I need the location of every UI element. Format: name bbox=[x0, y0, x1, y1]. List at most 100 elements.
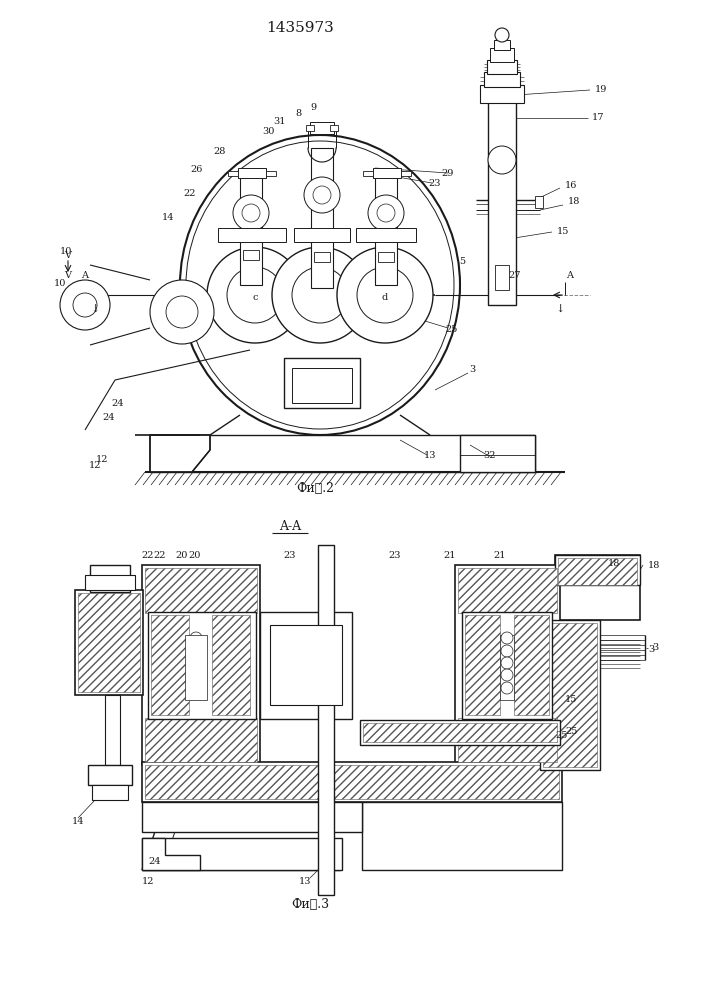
Bar bbox=[555, 555, 640, 585]
Circle shape bbox=[304, 177, 340, 213]
Text: Фи␲.3: Фи␲.3 bbox=[291, 898, 329, 912]
Bar bbox=[260, 612, 352, 719]
Bar bbox=[90, 565, 130, 592]
Bar bbox=[458, 568, 557, 613]
Text: 18: 18 bbox=[648, 560, 660, 570]
Text: 30: 30 bbox=[262, 127, 274, 136]
Bar bbox=[185, 635, 207, 700]
Bar bbox=[458, 718, 557, 762]
Text: 29: 29 bbox=[442, 168, 454, 178]
Text: 24: 24 bbox=[112, 398, 124, 408]
Bar bbox=[318, 545, 334, 895]
Bar bbox=[70, 545, 645, 890]
Bar bbox=[145, 765, 559, 799]
Circle shape bbox=[501, 632, 513, 644]
Text: 8: 8 bbox=[295, 109, 301, 118]
Text: 26: 26 bbox=[191, 165, 203, 174]
Text: d: d bbox=[382, 292, 388, 302]
Bar bbox=[85, 575, 135, 590]
Text: 14: 14 bbox=[71, 818, 84, 826]
Text: 3: 3 bbox=[652, 644, 658, 652]
Text: 22: 22 bbox=[153, 550, 166, 560]
Text: 21: 21 bbox=[444, 550, 456, 560]
Bar bbox=[142, 565, 260, 765]
Circle shape bbox=[368, 195, 404, 231]
Text: 13: 13 bbox=[299, 878, 311, 886]
Circle shape bbox=[272, 247, 368, 343]
Text: 23: 23 bbox=[284, 550, 296, 560]
Circle shape bbox=[233, 195, 269, 231]
Bar bbox=[465, 615, 500, 715]
Bar bbox=[148, 612, 256, 719]
Bar bbox=[500, 635, 514, 700]
Bar bbox=[311, 148, 333, 288]
Text: 13: 13 bbox=[423, 450, 436, 460]
Bar bbox=[142, 762, 562, 802]
Bar bbox=[228, 171, 238, 176]
Bar bbox=[495, 265, 509, 290]
Text: 22: 22 bbox=[141, 550, 154, 560]
Bar bbox=[294, 228, 350, 242]
Text: 9: 9 bbox=[310, 103, 316, 111]
Bar bbox=[145, 568, 257, 613]
Text: 10: 10 bbox=[60, 247, 72, 256]
Circle shape bbox=[207, 247, 303, 343]
Circle shape bbox=[501, 669, 513, 681]
Bar bbox=[151, 615, 189, 715]
Text: 19: 19 bbox=[595, 86, 607, 95]
Text: 5: 5 bbox=[459, 257, 465, 266]
Bar bbox=[480, 85, 524, 103]
Bar bbox=[238, 168, 266, 178]
Bar bbox=[362, 802, 562, 870]
Text: V: V bbox=[64, 270, 71, 279]
Bar bbox=[540, 620, 600, 770]
Text: 25: 25 bbox=[555, 730, 568, 740]
Bar bbox=[555, 555, 640, 620]
Text: 12: 12 bbox=[141, 878, 154, 886]
Text: 24: 24 bbox=[148, 857, 161, 866]
Text: 31: 31 bbox=[274, 117, 286, 126]
Bar bbox=[284, 358, 360, 408]
Bar bbox=[145, 718, 257, 762]
Text: 24: 24 bbox=[103, 412, 115, 422]
Bar bbox=[487, 60, 517, 74]
Bar bbox=[310, 122, 334, 134]
Circle shape bbox=[190, 682, 202, 694]
Bar bbox=[292, 368, 352, 403]
Bar bbox=[78, 593, 140, 692]
Text: c: c bbox=[252, 292, 258, 302]
Bar bbox=[75, 590, 143, 695]
Bar bbox=[142, 838, 342, 870]
Text: ↓: ↓ bbox=[555, 305, 565, 315]
Bar bbox=[535, 196, 543, 208]
Text: A: A bbox=[81, 270, 88, 279]
Text: 15: 15 bbox=[565, 696, 578, 704]
Text: 3: 3 bbox=[469, 365, 475, 374]
Text: 15: 15 bbox=[557, 228, 569, 236]
Text: 23: 23 bbox=[389, 550, 402, 560]
Bar bbox=[488, 85, 516, 305]
Polygon shape bbox=[460, 435, 535, 472]
Bar bbox=[105, 695, 120, 765]
Text: 22: 22 bbox=[184, 188, 197, 198]
Text: 21: 21 bbox=[493, 550, 506, 560]
Bar bbox=[514, 615, 549, 715]
Circle shape bbox=[190, 645, 202, 657]
Bar bbox=[401, 171, 411, 176]
Bar bbox=[363, 723, 557, 742]
Bar bbox=[243, 250, 259, 260]
Text: ↓: ↓ bbox=[90, 305, 100, 315]
Text: V: V bbox=[64, 250, 71, 259]
Bar bbox=[375, 175, 397, 285]
Text: A: A bbox=[566, 270, 573, 279]
Bar bbox=[543, 623, 597, 767]
Circle shape bbox=[501, 657, 513, 669]
Polygon shape bbox=[150, 435, 210, 472]
Text: 25: 25 bbox=[565, 728, 578, 736]
Circle shape bbox=[150, 280, 214, 344]
Circle shape bbox=[488, 146, 516, 174]
Circle shape bbox=[60, 280, 110, 330]
Bar bbox=[558, 558, 637, 585]
Circle shape bbox=[190, 669, 202, 681]
Text: 25: 25 bbox=[446, 326, 458, 334]
